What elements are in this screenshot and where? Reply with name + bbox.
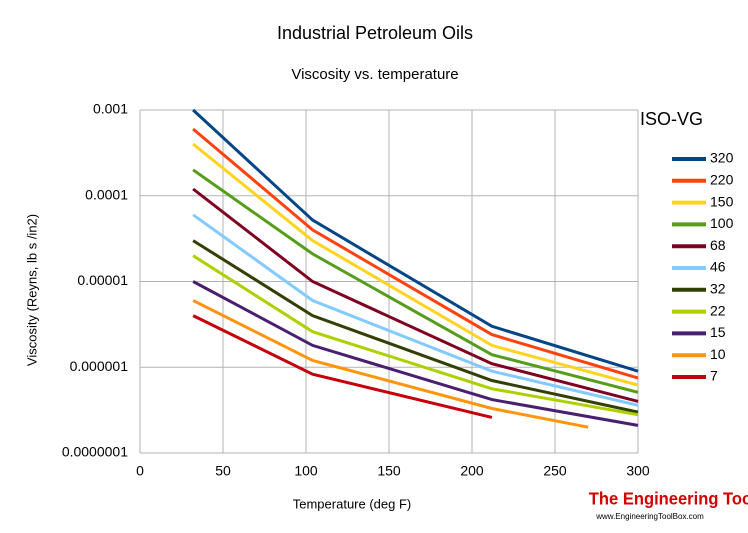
chart-title: Industrial Petroleum Oils	[277, 23, 473, 43]
legend-label: 220	[710, 172, 734, 188]
series-line	[192, 108, 639, 373]
series-line	[192, 299, 589, 429]
legend-label: 7	[710, 368, 718, 384]
series-line	[192, 314, 493, 419]
brand-url: www.EngineeringToolBox.com	[595, 512, 704, 521]
series-line	[192, 187, 639, 403]
legend-label: 100	[710, 215, 734, 231]
series-line	[192, 254, 639, 417]
y-tick-label: 0.0000001	[62, 444, 128, 460]
x-tick-label: 200	[460, 463, 484, 479]
y-axis-label: Viscosity (Reyns, lb s /in2)	[24, 214, 39, 366]
series-line	[192, 213, 639, 407]
x-tick-label: 300	[626, 463, 650, 479]
legend-label: 320	[710, 150, 734, 166]
x-tick-label: 50	[215, 463, 231, 479]
y-tick-label: 0.00001	[77, 272, 128, 288]
series-line	[192, 280, 639, 427]
legend-label: 46	[710, 259, 726, 275]
chart-subtitle: Viscosity vs. temperature	[291, 66, 458, 83]
series-line	[192, 127, 639, 380]
legend-label: 150	[710, 193, 734, 209]
series-line	[192, 142, 639, 387]
y-tick-label: 0.000001	[70, 358, 129, 374]
legend-title: ISO-VG	[640, 109, 703, 129]
y-tick-label: 0.001	[93, 101, 128, 117]
legend-label: 22	[710, 302, 726, 318]
legend-label: 10	[710, 346, 726, 362]
brand: The Engineering ToolBox	[589, 488, 748, 509]
legend-label: 15	[710, 324, 726, 340]
y-tick-label: 0.0001	[85, 186, 128, 202]
x-tick-label: 0	[136, 463, 144, 479]
x-tick-label: 150	[377, 463, 401, 479]
legend-label: 68	[710, 237, 726, 253]
legend-label: 32	[710, 281, 726, 297]
series-line	[192, 168, 639, 394]
x-tick-label: 100	[294, 463, 318, 479]
x-axis-label: Temperature (deg F)	[293, 496, 412, 511]
series-line	[192, 239, 639, 414]
x-tick-label: 250	[543, 463, 567, 479]
